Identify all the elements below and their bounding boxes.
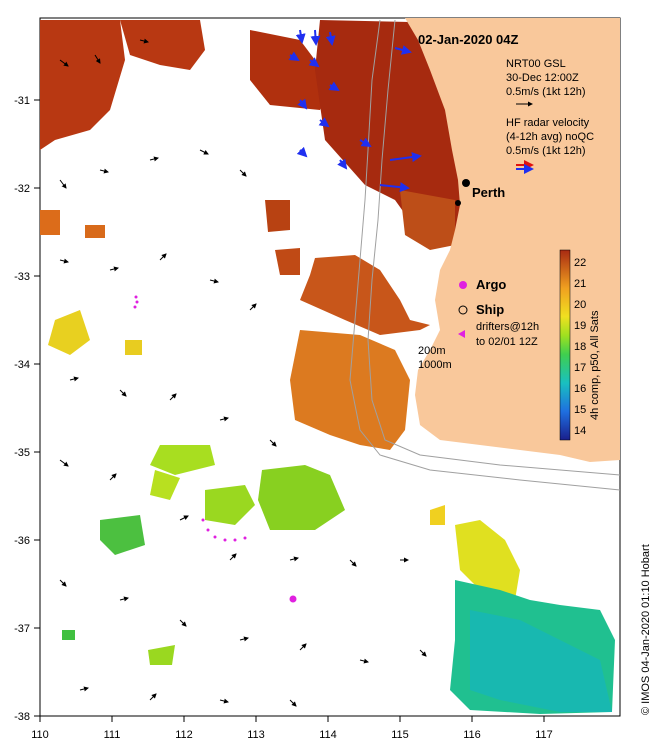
colorbar-tick-label: 14 — [574, 425, 586, 437]
y-tick-label: -38 — [14, 711, 30, 723]
y-tick-label: -33 — [14, 271, 30, 283]
drifter-legend-icon — [458, 330, 465, 338]
x-tick-label: 114 — [319, 729, 337, 741]
hf-title: HF radar velocity — [506, 117, 590, 129]
colorbar: 22 21 20 19 18 17 16 15 14 4h comp, p50, All Sat… — [559, 249, 601, 441]
credit: © IMOS 04-Jan-2020 01:10 Hobart — [640, 544, 652, 715]
drifters-label-1: drifters@12h — [476, 321, 539, 333]
y-tick-label: -37 — [14, 623, 30, 635]
colorbar-label: 4h comp, p50, All Sats — [589, 310, 601, 420]
hf-radar-arrows — [288, 29, 422, 193]
contour-label-1000m: 1000m — [418, 359, 452, 371]
argo-legend-label: Argo — [476, 277, 506, 292]
drifters-label-2: to 02/01 12Z — [476, 336, 538, 348]
colorbar-tick-label: 22 — [574, 257, 586, 269]
nrt-title: NRT00 GSL — [506, 58, 566, 70]
y-tick-label: -32 — [14, 183, 30, 195]
y-tick-label: -36 — [14, 535, 30, 547]
colorbar-tick-label: 17 — [574, 362, 586, 374]
city-label: Perth — [472, 185, 505, 200]
x-tick-label: 113 — [247, 729, 265, 741]
x-tick-label: 116 — [463, 729, 481, 741]
x-tick-label: 110 — [31, 729, 49, 741]
hf-sub: (4-12h avg) noQC — [506, 131, 594, 143]
colorbar-tick-label: 21 — [574, 278, 586, 290]
argo-legend-icon — [459, 281, 467, 289]
x-tick-label: 117 — [535, 729, 553, 741]
colorbar-tick-label: 16 — [574, 383, 586, 395]
legend: NRT00 GSL 30-Dec 12:00Z 0.5m/s (1kt 12h)… — [418, 58, 594, 371]
ship-legend-icon — [458, 305, 468, 315]
y-tick-label: -35 — [14, 447, 30, 459]
station-marker — [455, 200, 461, 206]
sst-patches — [40, 20, 615, 714]
argo-float-marker — [289, 595, 297, 603]
nrt-date: 30-Dec 12:00Z — [506, 72, 579, 84]
colorbar-tick-label: 15 — [574, 404, 586, 416]
x-tick-label: 112 — [175, 729, 193, 741]
hf-scale: 0.5m/s (1kt 12h) — [506, 145, 585, 157]
nrt-scale: 0.5m/s (1kt 12h) — [506, 86, 585, 98]
colorbar-gradient — [559, 249, 571, 441]
ship-legend-label: Ship — [476, 302, 504, 317]
x-tick-label: 115 — [391, 729, 409, 741]
contour-label-200m: 200m — [418, 345, 446, 357]
drifter-track — [133, 295, 247, 542]
y-tick-label: -31 — [14, 95, 30, 107]
colorbar-tick-label: 19 — [574, 320, 586, 332]
map-title: 02-Jan-2020 04Z — [418, 32, 519, 47]
nrt-current-arrows — [59, 38, 427, 707]
colorbar-tick-label: 20 — [574, 299, 586, 311]
colorbar-tick-label: 18 — [574, 341, 586, 353]
perth-marker — [462, 179, 470, 187]
x-tick-label: 111 — [104, 729, 121, 741]
y-tick-label: -34 — [14, 359, 30, 371]
